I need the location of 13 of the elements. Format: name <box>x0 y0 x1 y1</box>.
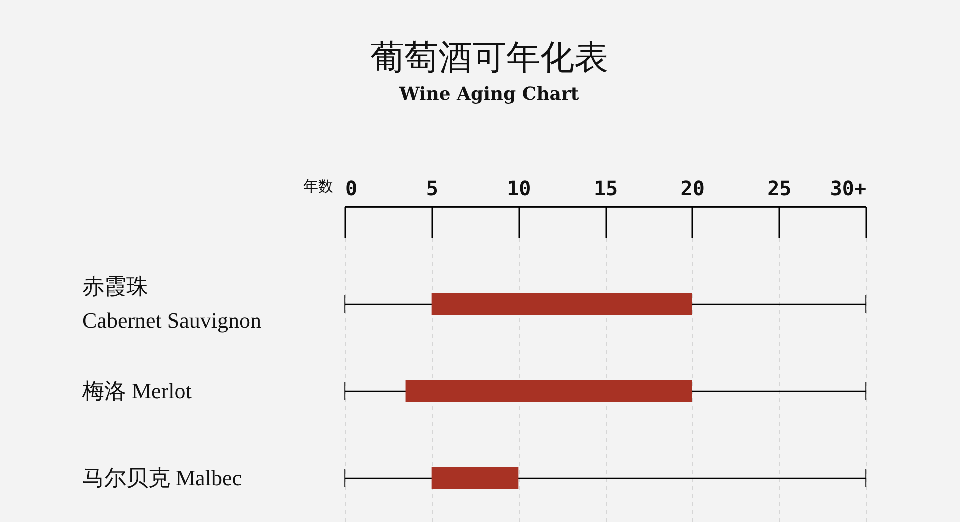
chart-title: 葡萄酒可年化表 <box>370 38 608 78</box>
y-tick-label: 赤霞珠 Cabernet Sauvignon <box>82 274 262 334</box>
x-tick-label: 10 <box>507 176 532 200</box>
x-tick-label: 0 <box>346 176 358 200</box>
chart-subtitle: Wine Aging Chart <box>398 84 580 105</box>
x-tick-label: 15 <box>594 176 618 200</box>
x-axis-title: 年数 <box>304 178 334 196</box>
y-tick-label: 梅洛 Merlot <box>82 378 192 404</box>
y-tick-label: 马尔贝克 Malbec <box>82 465 242 490</box>
x-tick-label: 30+ <box>830 176 866 200</box>
x-tick-label: 5 <box>426 176 438 200</box>
x-tick-label: 25 <box>768 176 792 200</box>
x-tick-label: 20 <box>680 176 705 200</box>
